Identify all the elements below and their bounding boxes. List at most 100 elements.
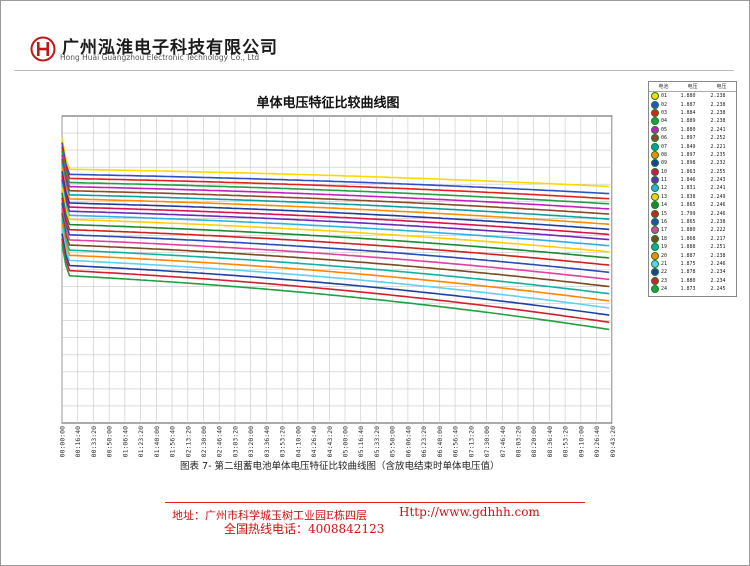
legend-swatch[interactable] bbox=[651, 201, 659, 210]
legend-swatch[interactable] bbox=[651, 260, 659, 268]
legend-voltage-1: 1.880 bbox=[680, 227, 696, 234]
x-tick-label: 06:23:20 bbox=[420, 426, 428, 457]
series-line bbox=[61, 223, 610, 302]
legend-swatch[interactable] bbox=[651, 176, 659, 185]
legend-number: 04 bbox=[661, 118, 668, 125]
header-divider bbox=[14, 70, 734, 71]
legend-swatch[interactable] bbox=[651, 268, 659, 277]
legend-voltage-2: 2.246 bbox=[710, 202, 726, 209]
legend-swatch[interactable] bbox=[651, 184, 659, 193]
x-tick-label: 03:36:40 bbox=[263, 426, 271, 457]
legend-voltage-1: 1.865 bbox=[680, 202, 696, 209]
legend-voltage-2: 2.235 bbox=[710, 151, 726, 158]
x-tick-label: 05:33:20 bbox=[373, 426, 381, 457]
x-tick-label: 05:16:40 bbox=[357, 426, 365, 457]
series-line bbox=[61, 171, 610, 231]
x-tick-label: 01:40:00 bbox=[153, 426, 161, 457]
legend-number: 06 bbox=[661, 135, 668, 142]
company-logo bbox=[30, 36, 56, 62]
legend-swatch[interactable] bbox=[651, 100, 659, 109]
chart-title: 单体电压特征比较曲线图 bbox=[256, 96, 400, 111]
footer-url[interactable]: Http://www.gdhhh.com bbox=[399, 505, 540, 519]
legend-swatch[interactable] bbox=[651, 234, 659, 243]
legend-voltage-1: 1.880 bbox=[680, 126, 696, 133]
x-tick-label: 00:00:00 bbox=[59, 426, 67, 457]
legend-voltage-2: 2.251 bbox=[710, 244, 726, 251]
legend-row: 14 1.865 2.246 bbox=[649, 201, 736, 210]
legend-row: 10 1.863 2.255 bbox=[649, 167, 736, 176]
legend-voltage-1: 1.889 bbox=[680, 118, 696, 125]
x-tick-label: 00:16:40 bbox=[74, 426, 82, 457]
legend-number: 17 bbox=[661, 227, 668, 234]
legend-number: 13 bbox=[661, 193, 668, 200]
legend-voltage-1: 1.838 bbox=[680, 193, 696, 200]
legend-voltage-1: 1.831 bbox=[680, 185, 696, 192]
legend-number: 07 bbox=[661, 143, 668, 150]
legend-swatch[interactable] bbox=[651, 150, 659, 159]
legend-row: 12 1.831 2.241 bbox=[649, 184, 736, 193]
legend-voltage-2: 2.238 bbox=[710, 101, 726, 108]
legend-row: 05 1.880 2.241 bbox=[649, 125, 736, 134]
x-tick-label: 08:53:20 bbox=[562, 426, 570, 457]
legend-row: 07 1.849 2.221 bbox=[649, 142, 736, 151]
series-line bbox=[61, 179, 610, 241]
x-tick-label: 00:33:20 bbox=[90, 426, 98, 457]
legend-voltage-2: 2.241 bbox=[710, 126, 726, 133]
legend-swatch[interactable] bbox=[651, 226, 659, 235]
legend-voltage-1: 1.897 bbox=[680, 151, 696, 158]
series-line bbox=[61, 243, 610, 331]
legend-number: 16 bbox=[661, 219, 668, 226]
x-tick-label: 08:36:40 bbox=[546, 426, 554, 457]
legend-number: 05 bbox=[661, 126, 668, 133]
legend-voltage-2: 2.222 bbox=[710, 227, 726, 234]
legend-swatch[interactable] bbox=[651, 108, 659, 117]
series-line bbox=[61, 175, 610, 236]
legend-row: 19 1.888 2.251 bbox=[649, 243, 736, 252]
legend-number: 02 bbox=[661, 101, 668, 108]
legend-voltage-1: 1.846 bbox=[680, 177, 696, 184]
x-tick-label: 03:20:00 bbox=[247, 426, 255, 457]
legend-number: 08 bbox=[661, 151, 668, 158]
legend-voltage-1: 1.865 bbox=[680, 219, 696, 226]
legend-row: 15 1.799 2.246 bbox=[649, 209, 736, 218]
series-line bbox=[61, 183, 610, 247]
x-tick-label: 04:10:00 bbox=[294, 426, 302, 457]
legend-swatch[interactable] bbox=[651, 117, 659, 126]
legend-voltage-1: 1.875 bbox=[680, 261, 696, 267]
legend-swatch[interactable] bbox=[651, 159, 659, 168]
legend-voltage-1: 1.897 bbox=[680, 135, 696, 142]
legend-swatch[interactable] bbox=[651, 218, 659, 227]
x-tick-label: 07:13:20 bbox=[467, 426, 475, 457]
legend-swatch[interactable] bbox=[651, 276, 659, 285]
legend-number: 20 bbox=[661, 252, 668, 259]
legend-swatch[interactable] bbox=[651, 134, 659, 143]
x-tick-label: 07:30:00 bbox=[483, 426, 491, 457]
legend-row: 13 1.838 2.249 bbox=[649, 192, 736, 201]
legend-swatch[interactable] bbox=[651, 192, 659, 201]
legend-number: 21 bbox=[661, 261, 668, 267]
legend-row: 23 1.880 2.234 bbox=[649, 276, 736, 285]
legend-voltage-2: 2.238 bbox=[710, 109, 726, 116]
legend-swatch[interactable] bbox=[651, 285, 659, 294]
legend-swatch[interactable] bbox=[651, 92, 659, 101]
legend-swatch[interactable] bbox=[651, 209, 659, 218]
legend-voltage-1: 1.799 bbox=[680, 210, 696, 217]
legend-number: 23 bbox=[661, 277, 668, 284]
legend-number: 14 bbox=[661, 202, 668, 209]
series-line bbox=[61, 137, 610, 188]
x-tick-label: 03:03:20 bbox=[231, 426, 239, 457]
legend-swatch[interactable] bbox=[651, 125, 659, 134]
legend-swatch[interactable] bbox=[651, 142, 659, 151]
series-line bbox=[61, 167, 610, 226]
series-line bbox=[61, 207, 610, 281]
legend-swatch[interactable] bbox=[651, 167, 659, 176]
legend-row: 11 1.846 2.243 bbox=[649, 176, 736, 185]
series-line bbox=[61, 238, 610, 324]
legend-swatch[interactable] bbox=[651, 251, 659, 260]
legend-swatch[interactable] bbox=[651, 243, 659, 252]
x-tick-label: 05:00:00 bbox=[342, 426, 350, 457]
series-line bbox=[61, 197, 610, 266]
legend-voltage-2: 2.245 bbox=[710, 286, 726, 293]
company-name-cn: 广州泓淮电子科技有限公司 bbox=[62, 38, 278, 58]
